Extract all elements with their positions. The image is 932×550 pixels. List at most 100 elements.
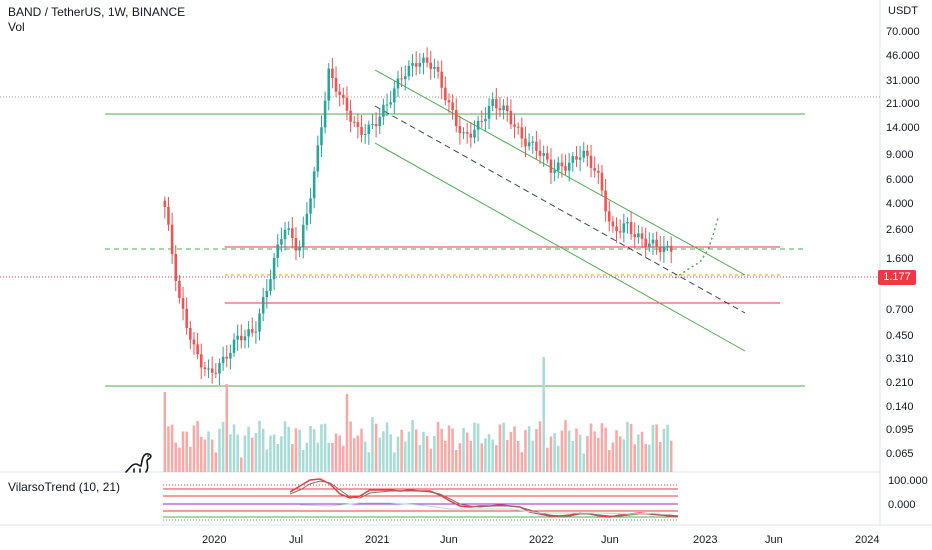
volume-bar: [360, 428, 363, 472]
candle-body: [542, 153, 545, 156]
price-tick: 0.310: [886, 353, 914, 365]
volume-bar: [629, 423, 633, 472]
price-tick: 46.000: [886, 50, 920, 62]
candle-body: [571, 156, 575, 163]
candle-body: [658, 247, 662, 253]
candle-body: [535, 141, 538, 151]
candle-body: [622, 223, 626, 233]
time-axis[interactable]: 2020 Jul 2021 Jun 2022 Jun 2023 Jun 2024: [202, 534, 879, 546]
candle-body: [418, 62, 422, 67]
volume-bars-group: [163, 357, 673, 472]
candle-body: [385, 104, 389, 106]
candle-body: [575, 156, 578, 160]
time-tick-2021: 2021: [365, 534, 389, 546]
volume-bar: [400, 429, 403, 472]
volume-bar: [589, 423, 593, 472]
channel-mid-line[interactable]: [374, 105, 746, 314]
candle-body: [214, 372, 218, 374]
candle-body: [611, 221, 615, 227]
candle-body: [327, 68, 331, 101]
volume-bar: [349, 421, 352, 472]
volume-bar: [243, 435, 247, 472]
volume-bar: [374, 423, 378, 472]
candle-body: [163, 200, 167, 207]
candle-body: [629, 221, 633, 235]
candle-body: [560, 162, 564, 167]
candle-body: [301, 224, 305, 247]
candle-body: [316, 145, 320, 172]
volume-bar: [403, 441, 407, 472]
candle-body: [294, 238, 298, 251]
tradingview-dino-icon[interactable]: [124, 450, 154, 474]
price-axis[interactable]: USDT 70.000 46.000 31.000 21.000 14.000 9.000 6…: [886, 5, 920, 460]
volume-bar: [644, 444, 647, 472]
volume-bar: [626, 421, 629, 472]
volume-bar: [484, 438, 487, 472]
candle-body: [509, 110, 513, 125]
volume-bar: [487, 434, 491, 472]
volume-bar: [549, 436, 553, 472]
volume-bar: [269, 435, 272, 472]
volume-bar: [571, 440, 575, 472]
candle-body: [578, 157, 582, 160]
candle-body: [454, 109, 458, 127]
volume-bar: [425, 435, 429, 472]
volume-bar: [651, 424, 655, 472]
volume-bar: [520, 452, 524, 472]
candle-body: [345, 97, 349, 111]
volume-bar: [298, 429, 301, 472]
volume-bar: [640, 431, 644, 472]
candle-body: [458, 126, 462, 134]
channel-upper-line[interactable]: [374, 69, 746, 276]
volume-bar: [407, 431, 411, 472]
volume-bar: [181, 431, 185, 472]
candle-body: [597, 170, 600, 173]
volume-bar: [414, 429, 418, 472]
candle-body: [232, 339, 236, 353]
projection-path[interactable]: [674, 217, 719, 279]
symbol-title[interactable]: BAND / TetherUS, 1W, BINANCE: [8, 5, 186, 19]
volume-bar: [648, 444, 651, 472]
candle-body: [393, 88, 396, 103]
candle-body: [425, 57, 429, 63]
candle-body: [436, 67, 440, 72]
volume-label[interactable]: Vol: [8, 20, 25, 34]
price-tick: 1.600: [886, 253, 914, 265]
channel-lower-line[interactable]: [374, 142, 746, 352]
candle-body: [473, 129, 476, 138]
volume-bar: [301, 450, 305, 472]
candle-body: [476, 120, 480, 130]
candle-body: [349, 110, 352, 122]
volume-bar: [309, 425, 312, 472]
volume-bar: [436, 422, 440, 472]
candle-body: [298, 246, 301, 251]
volume-bar: [465, 432, 469, 472]
volume-bar: [433, 435, 436, 472]
candle-body: [407, 65, 411, 77]
volume-bar: [210, 439, 214, 472]
volume-bar: [334, 433, 338, 472]
volume-bar: [178, 447, 181, 472]
candle-body: [250, 329, 254, 333]
volume-bar: [312, 429, 316, 472]
time-tick-2023: 2023: [693, 534, 717, 546]
candle-body: [363, 133, 367, 135]
time-tick-jun-2: Jun: [601, 534, 619, 546]
volume-bar: [192, 425, 196, 472]
volume-bar: [546, 447, 549, 472]
volume-bar: [261, 428, 265, 472]
indicator-label[interactable]: VilarsoTrend (10, 21): [8, 480, 121, 494]
volume-bar: [516, 441, 520, 472]
ind-tick-0: 0.000: [888, 499, 916, 511]
volume-bar: [491, 439, 494, 472]
volume-bar: [462, 427, 465, 472]
candle-body: [411, 63, 414, 66]
volume-bar: [509, 431, 513, 472]
candle-body: [247, 329, 250, 337]
candles-group: [163, 47, 673, 385]
candle-body: [422, 57, 425, 63]
time-tick-2020: 2020: [202, 534, 226, 546]
candle-body: [312, 171, 316, 199]
candle-body: [225, 356, 229, 359]
